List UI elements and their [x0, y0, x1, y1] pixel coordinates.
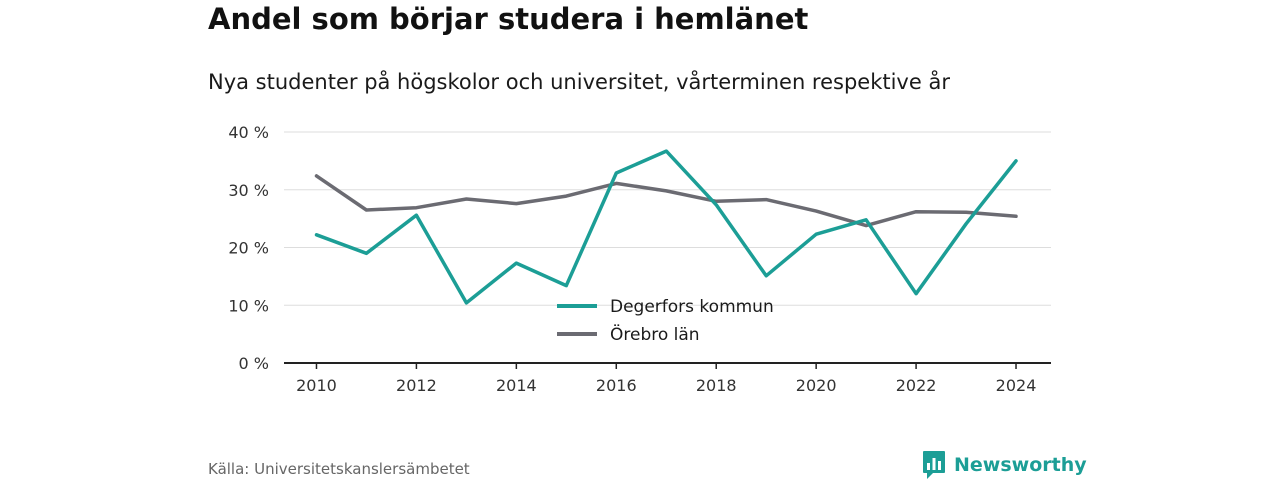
x-tick-label: 2018 [696, 376, 737, 395]
x-tick-label: 2020 [796, 376, 837, 395]
y-tick-label: 30 % [228, 181, 269, 200]
x-tick-label: 2010 [296, 376, 337, 395]
series-line-2 [314, 174, 1018, 228]
y-tick-label: 0 % [239, 354, 269, 373]
grid-lines [284, 131, 1051, 306]
x-tick-label: 2016 [596, 376, 637, 395]
x-tick-label: 2022 [896, 376, 937, 395]
chart-subtitle: Nya studenter på högskolor och universit… [208, 70, 950, 94]
y-tick-label: 10 % [228, 296, 269, 315]
chart-title: Andel som börjar studera i hemlänet [208, 2, 809, 36]
y-tick-label: 40 % [228, 123, 269, 142]
source-note: Källa: Universitetskanslersämbetet [208, 460, 470, 478]
x-tick-label: 2012 [396, 376, 437, 395]
x-axis: 2010 2012 2014 2016 2018 2020 2022 2024 [284, 362, 1051, 395]
series-lines [314, 149, 1018, 305]
series-line-1 [314, 149, 1018, 305]
legend: Degerfors kommun Örebro län [557, 297, 774, 345]
x-tick-label: 2024 [996, 376, 1037, 395]
brand-name: Newsworthy [954, 454, 1087, 476]
y-tick-label: 20 % [228, 239, 269, 258]
bar-chart-speech-bubble-icon [923, 451, 945, 479]
y-axis-labels: 0 % 10 % 20 % 30 % 40 % [228, 123, 269, 373]
brand-logo: Newsworthy [922, 450, 1087, 480]
legend-label: Degerfors kommun [610, 297, 774, 317]
x-tick-label: 2014 [496, 376, 537, 395]
legend-label: Örebro län [610, 323, 700, 345]
